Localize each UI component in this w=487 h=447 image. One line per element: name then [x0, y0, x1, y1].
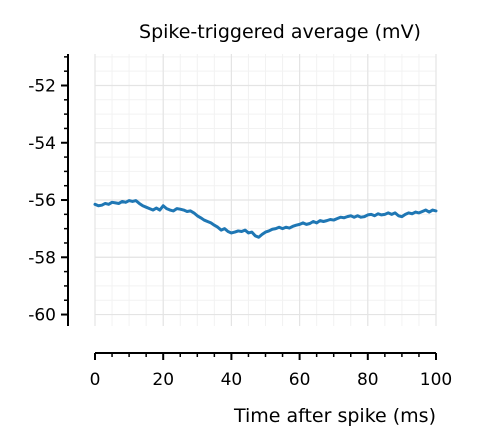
y-tick-label: -60 — [28, 306, 56, 326]
x-tick-label: 20 — [152, 370, 174, 390]
chart-title: Spike-triggered average (mV) — [139, 21, 421, 43]
y-tick-label: -58 — [28, 248, 56, 268]
series-lines — [93, 199, 438, 239]
x-tick-label: 100 — [420, 370, 452, 390]
y-tick-label: -56 — [28, 191, 56, 211]
axes — [61, 54, 437, 360]
y-tick-label: -52 — [28, 76, 56, 96]
x-tick-label: 40 — [221, 370, 243, 390]
x-tick-label: 80 — [357, 370, 379, 390]
x-axis-label: Time after spike (ms) — [233, 405, 436, 427]
grid-lines — [94, 54, 437, 326]
y-tick-label: -54 — [28, 134, 56, 154]
x-tick-label: 60 — [289, 370, 311, 390]
series-line-0 — [93, 199, 438, 239]
tick-labels: -60 -58 -56 -54 -52 0 20 40 60 80 100 — [28, 76, 452, 390]
x-tick-label: 0 — [90, 370, 101, 390]
